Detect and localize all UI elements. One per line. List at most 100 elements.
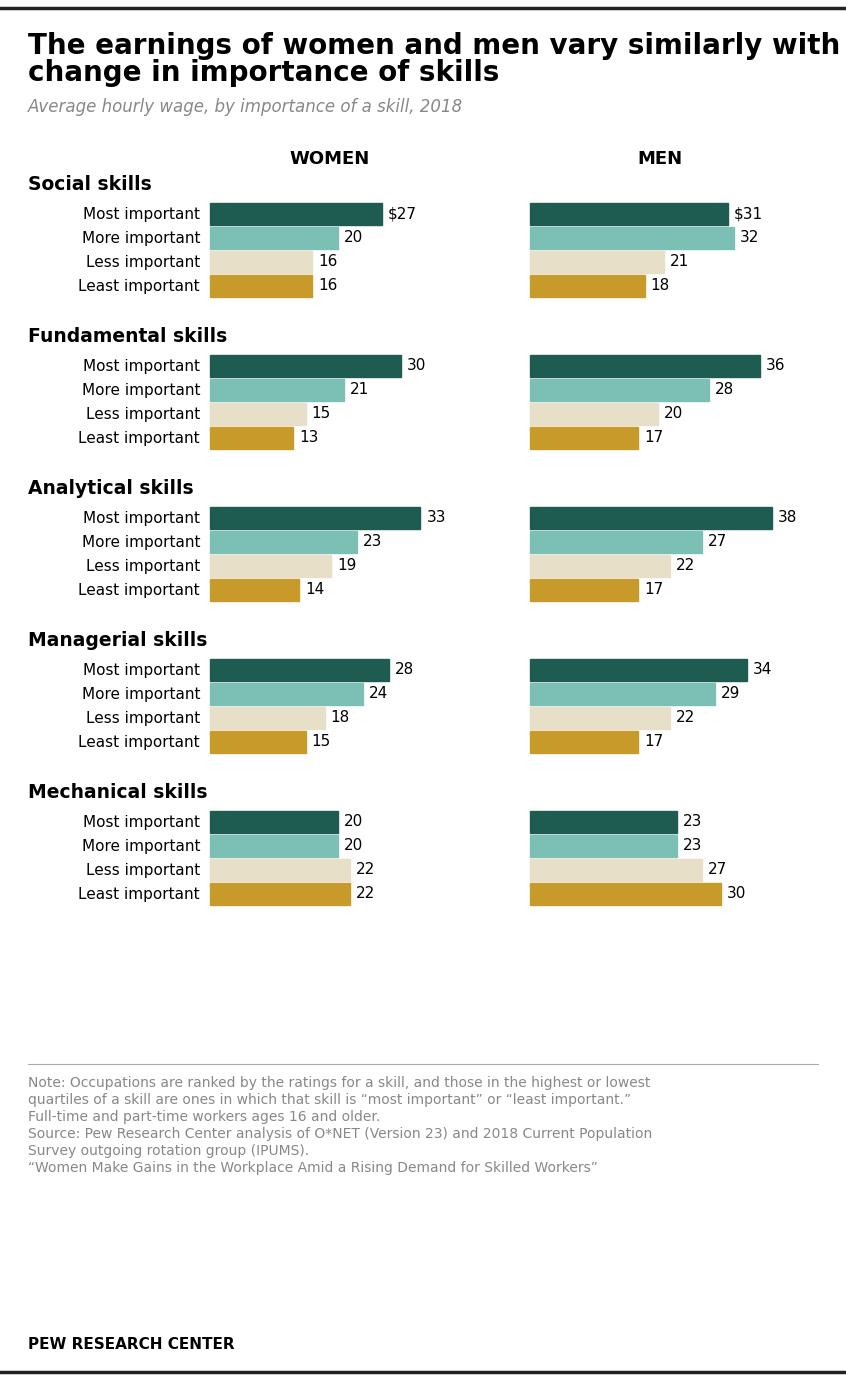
- Text: 28: 28: [394, 662, 414, 678]
- Bar: [210, 858, 350, 880]
- Bar: [530, 683, 715, 705]
- Text: 16: 16: [318, 254, 338, 269]
- Text: Fundamental skills: Fundamental skills: [28, 327, 228, 346]
- Bar: [210, 403, 305, 425]
- Bar: [210, 555, 331, 577]
- Bar: [210, 531, 357, 553]
- Bar: [210, 707, 325, 729]
- Text: Social skills: Social skills: [28, 175, 151, 195]
- Bar: [530, 555, 670, 577]
- Text: Least important: Least important: [79, 431, 200, 446]
- Text: 17: 17: [645, 431, 663, 446]
- Text: WOMEN: WOMEN: [290, 150, 370, 168]
- Text: More important: More important: [81, 839, 200, 853]
- Text: 24: 24: [369, 686, 388, 701]
- Text: Most important: Most important: [83, 814, 200, 829]
- Text: Mechanical skills: Mechanical skills: [28, 782, 207, 802]
- Text: $31: $31: [733, 207, 763, 222]
- Bar: [210, 203, 382, 225]
- Text: 32: 32: [740, 230, 760, 246]
- Text: Most important: Most important: [83, 511, 200, 526]
- Text: Survey outgoing rotation group (IPUMS).: Survey outgoing rotation group (IPUMS).: [28, 1144, 309, 1158]
- Bar: [530, 580, 639, 602]
- Bar: [210, 251, 312, 273]
- Text: MEN: MEN: [637, 150, 683, 168]
- Text: Most important: Most important: [83, 662, 200, 678]
- Text: 27: 27: [708, 534, 728, 549]
- Text: 18: 18: [331, 711, 350, 726]
- Text: 34: 34: [753, 662, 772, 678]
- Text: 15: 15: [311, 734, 331, 749]
- Text: 20: 20: [343, 839, 363, 853]
- Bar: [530, 731, 639, 753]
- Text: 17: 17: [645, 734, 663, 749]
- Text: change in importance of skills: change in importance of skills: [28, 59, 499, 87]
- Text: Full-time and part-time workers ages 16 and older.: Full-time and part-time workers ages 16 …: [28, 1110, 380, 1123]
- Bar: [530, 858, 702, 880]
- Bar: [210, 683, 363, 705]
- Text: Note: Occupations are ranked by the ratings for a skill, and those in the highes: Note: Occupations are ranked by the rati…: [28, 1076, 651, 1090]
- Text: 16: 16: [318, 279, 338, 294]
- Text: 22: 22: [676, 711, 695, 726]
- Text: 21: 21: [670, 254, 689, 269]
- Bar: [530, 226, 734, 248]
- Text: 23: 23: [363, 534, 382, 549]
- Text: 20: 20: [343, 230, 363, 246]
- Bar: [530, 660, 747, 680]
- Bar: [530, 251, 664, 273]
- Bar: [210, 506, 420, 529]
- Text: PEW RESEARCH CENTER: PEW RESEARCH CENTER: [28, 1337, 234, 1352]
- Bar: [530, 380, 708, 402]
- Text: 28: 28: [715, 382, 733, 397]
- Text: 29: 29: [721, 686, 740, 701]
- Text: 17: 17: [645, 582, 663, 598]
- Text: Most important: Most important: [83, 359, 200, 374]
- Text: 20: 20: [343, 814, 363, 829]
- Text: 23: 23: [683, 814, 702, 829]
- Text: Less important: Less important: [85, 254, 200, 269]
- Text: 13: 13: [299, 431, 318, 446]
- Text: 23: 23: [683, 839, 702, 853]
- Text: Less important: Less important: [85, 407, 200, 421]
- Text: quartiles of a skill are ones in which that skill is “most important” or “least : quartiles of a skill are ones in which t…: [28, 1093, 631, 1107]
- Text: Managerial skills: Managerial skills: [28, 631, 207, 650]
- Bar: [210, 660, 388, 680]
- Text: 18: 18: [651, 279, 670, 294]
- Text: “Women Make Gains in the Workplace Amid a Rising Demand for Skilled Workers”: “Women Make Gains in the Workplace Amid …: [28, 1161, 598, 1174]
- Bar: [210, 883, 350, 905]
- Text: $27: $27: [388, 207, 417, 222]
- Text: More important: More important: [81, 382, 200, 397]
- Text: 15: 15: [311, 407, 331, 421]
- Bar: [210, 811, 338, 834]
- Bar: [210, 580, 299, 602]
- Bar: [530, 883, 722, 905]
- Bar: [530, 707, 670, 729]
- Text: Less important: Less important: [85, 559, 200, 574]
- Bar: [530, 531, 702, 553]
- Bar: [210, 380, 343, 402]
- Text: 20: 20: [663, 407, 683, 421]
- Text: 27: 27: [708, 862, 728, 878]
- Bar: [530, 403, 657, 425]
- Text: 19: 19: [337, 559, 356, 574]
- Text: Analytical skills: Analytical skills: [28, 479, 194, 498]
- Text: The earnings of women and men vary similarly with the: The earnings of women and men vary simil…: [28, 32, 846, 59]
- Bar: [210, 275, 312, 297]
- Bar: [530, 275, 645, 297]
- Text: 22: 22: [356, 886, 376, 901]
- Text: Least important: Least important: [79, 734, 200, 749]
- Bar: [210, 355, 401, 377]
- Text: Average hourly wage, by importance of a skill, 2018: Average hourly wage, by importance of a …: [28, 98, 464, 116]
- Text: 22: 22: [356, 862, 376, 878]
- Text: Least important: Least important: [79, 279, 200, 294]
- Text: Most important: Most important: [83, 207, 200, 222]
- Text: More important: More important: [81, 534, 200, 549]
- Bar: [210, 835, 338, 857]
- Text: More important: More important: [81, 230, 200, 246]
- Bar: [210, 226, 338, 248]
- Bar: [530, 811, 677, 834]
- Text: Least important: Least important: [79, 582, 200, 598]
- Text: Source: Pew Research Center analysis of O*NET (Version 23) and 2018 Current Popu: Source: Pew Research Center analysis of …: [28, 1127, 652, 1141]
- Text: Less important: Less important: [85, 711, 200, 726]
- Bar: [530, 835, 677, 857]
